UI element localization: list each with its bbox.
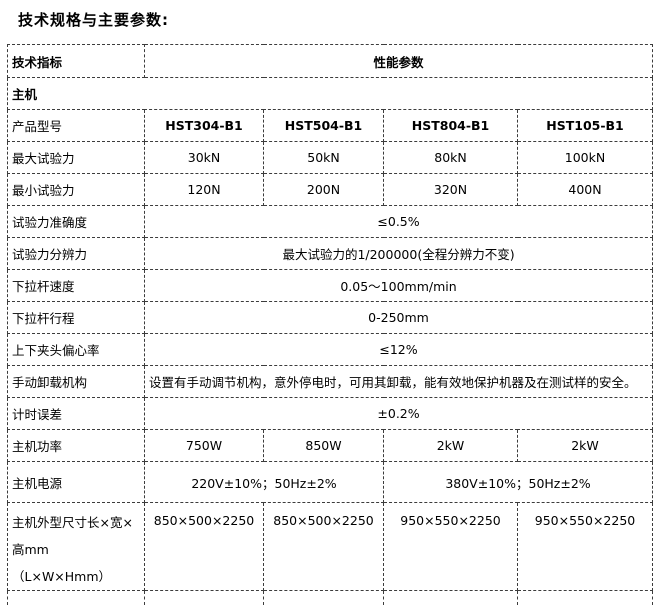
row-value: 0.05～100mm/min <box>143 269 654 302</box>
row-label: 试验力分辨力 <box>7 237 145 270</box>
table-header-row: 技术指标 性能参数 <box>7 44 654 78</box>
row-value: 950×550×2250 <box>383 502 518 591</box>
row-value: 2kW <box>383 429 518 462</box>
row-value: 850W <box>263 429 384 462</box>
table-row: 主机外型尺寸长×宽×高mm（L×W×Hmm） 850×500×2250 850×50… <box>7 502 654 591</box>
row-value: 850×500×2250 <box>263 502 384 591</box>
table-row: 下拉杆行程 0-250mm <box>7 301 654 334</box>
row-value: HST304-B1 <box>144 109 264 142</box>
row-value: 最大试验力的1/200000(全程分辨力不变) <box>143 237 654 270</box>
row-value: HST804-B1 <box>383 109 518 142</box>
empty-cell <box>263 590 384 605</box>
table-row: 试验力分辨力 最大试验力的1/200000(全程分辨力不变) <box>7 237 654 270</box>
row-label: 最小试验力 <box>7 173 145 206</box>
row-value: 30kN <box>144 141 264 174</box>
row-value: 850×500×2250 <box>144 502 264 591</box>
section-row-host: 主机 <box>6 77 654 110</box>
header-technical-indicator: 技术指标 <box>7 44 145 78</box>
row-label: 计时误差 <box>7 397 145 430</box>
row-label: 主机外型尺寸长×宽×高mm（L×W×Hmm） <box>7 502 145 591</box>
table-row: 最大试验力 30kN 50kN 80kN 100kN <box>7 141 654 174</box>
row-value: 2kW <box>516 429 654 462</box>
row-value: 380V±10%；50Hz±2% <box>382 461 654 503</box>
row-label: 试验力准确度 <box>7 205 145 238</box>
row-value: ≤0.5% <box>143 205 654 238</box>
table-row: 最小试验力 120N 200N 320N 400N <box>7 173 654 206</box>
row-value: 0-250mm <box>143 301 654 334</box>
table-row: 下拉杆速度 0.05～100mm/min <box>7 269 654 302</box>
row-value: 120N <box>144 173 264 206</box>
row-value: 200N <box>263 173 384 206</box>
empty-cell <box>144 590 264 605</box>
row-label: 最大试验力 <box>7 141 145 174</box>
table-row: 主机电源 220V±10%；50Hz±2% 380V±10%；50Hz±2% <box>7 461 654 503</box>
table-row: 产品型号 HST304-B1 HST504-B1 HST804-B1 HST105-B1 <box>7 109 654 142</box>
row-label: 下拉杆行程 <box>7 301 145 334</box>
row-value: HST504-B1 <box>263 109 384 142</box>
row-label: 下拉杆速度 <box>7 269 145 302</box>
row-value: 220V±10%；50Hz±2% <box>144 461 384 503</box>
row-value: 320N <box>383 173 518 206</box>
row-label: 上下夹头偏心率 <box>7 333 145 366</box>
empty-cell <box>7 590 145 605</box>
table-row: 试验力准确度 ≤0.5% <box>7 205 654 238</box>
specs-table: 技术指标 性能参数 主机 产品型号 HST304-B1 HST504-B1 HST80… <box>6 44 654 605</box>
row-value: HST105-B1 <box>516 109 654 142</box>
page-title: 技术规格与主要参数: <box>18 11 169 29</box>
table-row: 计时误差 ±0.2% <box>7 397 654 430</box>
row-value: 400N <box>516 173 654 206</box>
section-host-label: 主机 <box>6 77 654 110</box>
row-label: 主机电源 <box>7 461 145 503</box>
empty-cell <box>383 590 518 605</box>
row-label: 主机功率 <box>7 429 145 462</box>
row-value: 950×550×2250 <box>516 502 654 591</box>
row-label: 产品型号 <box>7 109 145 142</box>
row-value: 设置有手动调节机构，意外停电时，可用其卸载，能有效地保护机器及在测试样的安全。 <box>143 365 654 398</box>
header-performance-parameters: 性能参数 <box>143 44 654 78</box>
row-value: 750W <box>144 429 264 462</box>
row-value: 100kN <box>516 141 654 174</box>
table-row-partial <box>7 590 654 605</box>
table-row: 上下夹头偏心率 ≤12% <box>7 333 654 366</box>
table-row: 主机功率 750W 850W 2kW 2kW <box>7 429 654 462</box>
empty-cell <box>516 590 654 605</box>
row-value: 80kN <box>383 141 518 174</box>
table-row: 手动卸载机构 设置有手动调节机构，意外停电时，可用其卸载，能有效地保护机器及在测试… <box>7 365 654 398</box>
row-value: ±0.2% <box>143 397 654 430</box>
row-value: ≤12% <box>143 333 654 366</box>
row-label: 手动卸载机构 <box>7 365 145 398</box>
row-value: 50kN <box>263 141 384 174</box>
